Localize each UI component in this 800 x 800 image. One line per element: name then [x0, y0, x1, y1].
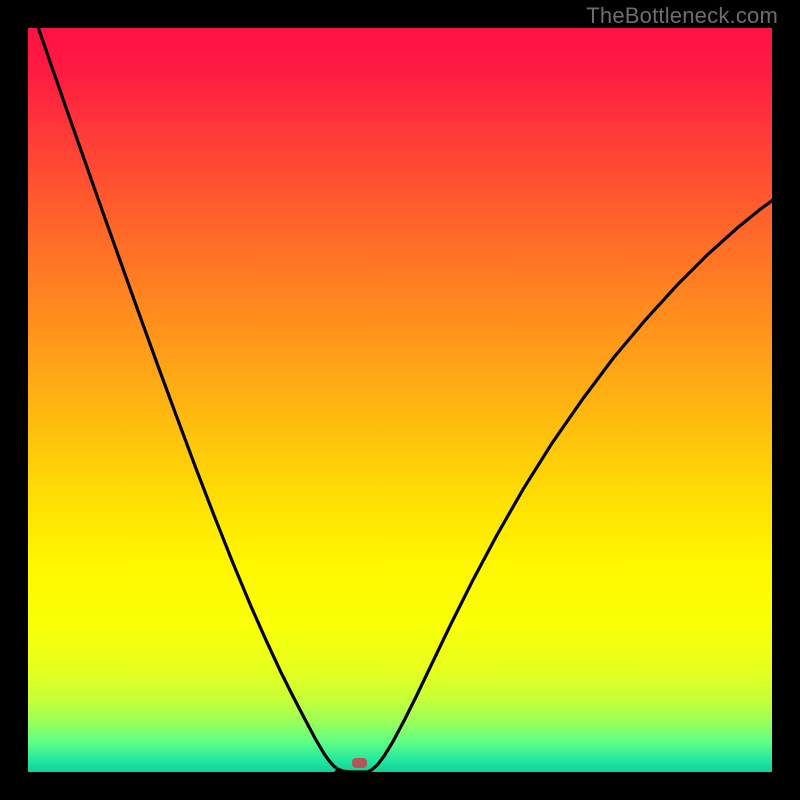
watermark-text: TheBottleneck.com — [586, 3, 778, 29]
plot-area — [28, 28, 772, 772]
gradient-background — [28, 28, 772, 772]
chart-stage: TheBottleneck.com — [0, 0, 800, 800]
optimal-point-marker — [352, 758, 367, 768]
